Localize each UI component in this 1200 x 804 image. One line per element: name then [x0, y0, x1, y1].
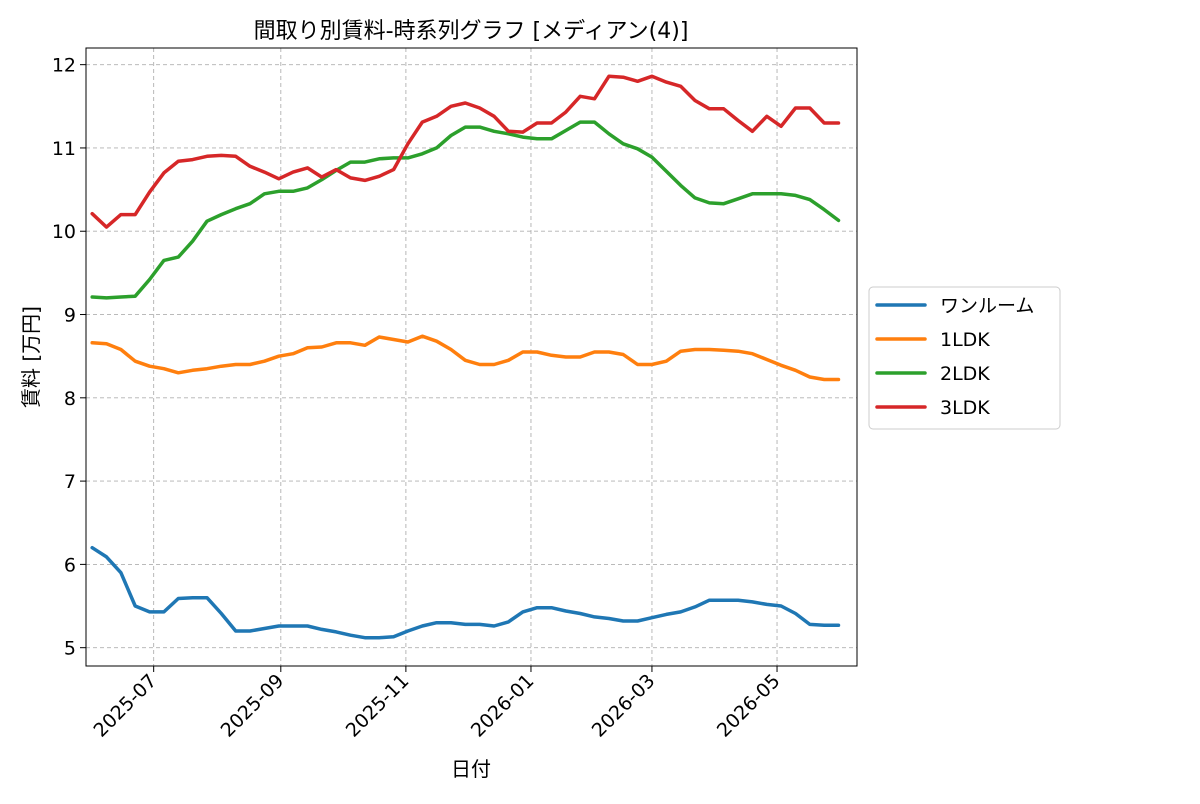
series-line-2: [90, 334, 841, 382]
y-tick-label: 6: [64, 554, 76, 576]
legend-label: 1LDK: [940, 329, 990, 351]
series-line-3: [90, 120, 841, 300]
x-tick-label: 2026-05: [713, 670, 785, 742]
legend-label: 3LDK: [940, 397, 990, 419]
y-tick-label: 12: [52, 55, 76, 77]
legend-label: ワンルーム: [940, 295, 1034, 317]
series-line-1: [90, 545, 841, 640]
legend-items: ワンルーム 1LDK 2LDK 3LDK: [875, 295, 1034, 419]
x-tick-label: 2025-09: [217, 670, 289, 742]
x-axis-label: 日付: [451, 757, 491, 781]
series-line-4: [90, 74, 841, 229]
chart-title: 間取り別賃料-時系列グラフ [メディアン(4)]: [254, 19, 689, 44]
x-tick-label: 2026-01: [467, 670, 539, 742]
legend-frame: [868, 286, 1061, 430]
y-tick-label: 8: [64, 388, 76, 410]
y-tick-label: 7: [64, 471, 76, 493]
x-tick-label: 2025-11: [342, 670, 414, 742]
grid-lines: [86, 48, 857, 666]
y-tick-label: 9: [64, 305, 76, 327]
y-tick-label: 5: [64, 638, 76, 660]
y-tick-label: 11: [52, 138, 76, 160]
x-tick-label: 2026-03: [588, 670, 660, 742]
y-axis-label: 賃料 [万円]: [19, 306, 43, 408]
legend: ワンルーム 1LDK 2LDK 3LDK: [868, 286, 1061, 430]
series-lines: [90, 74, 841, 640]
y-tick-label: 10: [52, 221, 76, 243]
y-axis-ticks: 5 6 7 8 9 10 11 12: [52, 55, 86, 660]
legend-label: 2LDK: [940, 363, 990, 385]
x-tick-label: 2025-07: [90, 670, 162, 742]
x-axis-ticks: 2025-07 2025-09 2025-11 2026-01 2026-03 2026-…: [90, 666, 785, 742]
plot-area-frame: [85, 47, 858, 667]
